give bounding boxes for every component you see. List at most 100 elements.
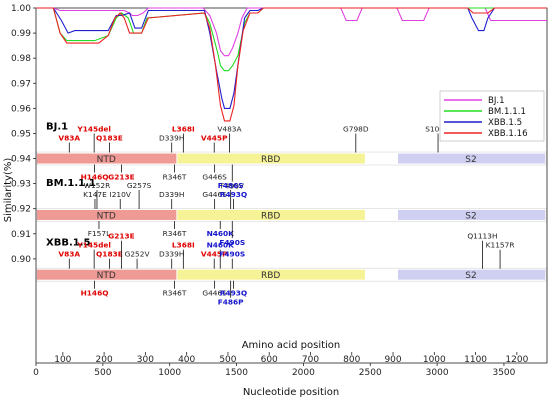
aa-tick-label: 1100: [464, 355, 487, 365]
series-line-xbb-1-5: [36, 7, 547, 109]
panel-title: BM.1.1.1: [46, 178, 96, 189]
mutation-label: F486S: [218, 181, 244, 190]
domain-label: S2: [465, 211, 476, 221]
aa-tick-label: 400: [178, 355, 195, 365]
aa-tick-label: 600: [261, 355, 278, 365]
domain-ntd: [37, 209, 177, 220]
mutation-label: D339H: [159, 134, 184, 143]
mutation-label: V483A: [217, 125, 241, 134]
x-tick-label: 2500: [359, 368, 382, 378]
mutation-label: F486P: [218, 298, 244, 307]
mutation-label: Y145del: [76, 125, 111, 134]
mutation-label: D339H: [159, 190, 184, 199]
aa-tick-label: 700: [302, 355, 319, 365]
mutation-label: H146Q: [81, 173, 109, 182]
plot-background: [35, 7, 548, 364]
domain-ntd: [37, 269, 177, 280]
mutation-label: G252V: [125, 250, 150, 259]
series-line-bj-1: [36, 7, 547, 57]
plot-frame: [35, 7, 548, 364]
legend-label: XBB.1.16: [488, 129, 528, 139]
mutation-label: H146Q: [81, 289, 109, 298]
mutation-label: G446S: [202, 190, 227, 199]
y-tick-label: 0.93: [11, 180, 31, 190]
domain-rbd: [177, 209, 365, 220]
mutation-label: G798D: [343, 125, 369, 134]
panel-title: BJ.1: [46, 122, 68, 133]
domain-label: S2: [465, 271, 476, 281]
mutation-label: G257S: [127, 181, 152, 190]
mutation-label: R346T: [163, 229, 187, 238]
domain-s2: [397, 209, 545, 220]
mutation-label: F490V: [221, 182, 244, 191]
aa-tick-label: 100: [54, 355, 71, 365]
aa-tick-label: 1000: [423, 355, 446, 365]
domain-s2: [397, 153, 545, 164]
domain-label: NTD: [97, 271, 116, 281]
y-tick-label: 0.95: [11, 129, 31, 139]
mutation-label: V83A: [58, 134, 80, 143]
aa-tick-label: 900: [384, 355, 401, 365]
mutation-label: N460K: [207, 229, 235, 238]
x-tick-label: 500: [94, 368, 111, 378]
domain-label: RBD: [261, 271, 280, 281]
domain-label: RBD: [261, 155, 280, 165]
y-tick-label: 0.98: [11, 54, 31, 64]
mutation-label: S1003I: [425, 125, 451, 134]
domain-label: NTD: [97, 155, 116, 165]
domain-rbd: [177, 269, 365, 280]
legend-label: BM.1.1.1: [488, 107, 526, 117]
aa-tick-label: 800: [343, 355, 360, 365]
domain-label: S2: [465, 155, 476, 165]
domain-label: RBD: [261, 211, 280, 221]
mutation-label: R493Q: [220, 289, 247, 298]
panel-title: XBB.1.5: [46, 238, 91, 249]
mutation-label: N460K: [207, 241, 235, 250]
y-axis-label: Similarity(%): [3, 158, 14, 223]
mutation-label: I210V: [110, 190, 131, 199]
y-axis: 0.90 0.91 0.92 0.93 0.94 0.95 0.96 0.97 0.98 0.99…: [11, 4, 36, 265]
mutation-label: V445P: [201, 250, 228, 259]
mutation-label: Q1113H: [467, 232, 497, 241]
mutation-label: F157L: [88, 229, 111, 238]
y-tick-label: 0.92: [11, 205, 31, 215]
x-tick-label: 1000: [158, 368, 181, 378]
aa-tick-label: 500: [219, 355, 236, 365]
y-tick-label: 0.91: [11, 230, 31, 240]
mutation-label: Y145del: [76, 241, 111, 250]
mutation-label: G446S: [202, 289, 227, 298]
mutation-label: K147E: [83, 190, 107, 199]
mutation-label: V445P: [201, 134, 228, 143]
x-tick-label: 0: [33, 368, 39, 378]
amino-acid-axis-label: Amino acid position: [242, 340, 341, 351]
aa-tick-label: 300: [137, 355, 154, 365]
mutation-label: K1157R: [486, 241, 515, 250]
mutation-label: F490S: [219, 238, 245, 247]
x-tick-label: 3500: [492, 368, 515, 378]
series-line-xbb-1-16: [36, 7, 547, 122]
mutation-label: R346T: [163, 173, 187, 182]
y-tick-label: 0.94: [11, 155, 31, 165]
mutation-label: Q183E: [96, 134, 123, 143]
mutation-label: G213E: [108, 173, 135, 182]
mutation-label: W152R: [84, 181, 111, 190]
x-axis-label: Nucleotide position: [243, 387, 339, 398]
domain-label: NTD: [97, 211, 116, 221]
domain-ntd: [37, 153, 177, 164]
y-tick-label: 0.99: [11, 29, 31, 39]
aa-tick-label: 200: [96, 355, 113, 365]
mutation-label: G446S: [202, 173, 227, 182]
legend-label: XBB.1.5: [488, 118, 522, 128]
x-tick-label: 1500: [225, 368, 248, 378]
x-tick-label: 2000: [292, 368, 315, 378]
x-tick-label: 3000: [426, 368, 449, 378]
y-tick-label: 0.90: [11, 255, 31, 265]
mutation-label: F490S: [219, 250, 245, 259]
amino-acid-axis: 100 200 300 400 500 600 700 800 900 1000 1100 1200: [54, 352, 529, 365]
y-tick-label: 0.96: [11, 104, 31, 114]
domain-rbd: [177, 153, 365, 164]
domain-s2: [397, 269, 545, 280]
